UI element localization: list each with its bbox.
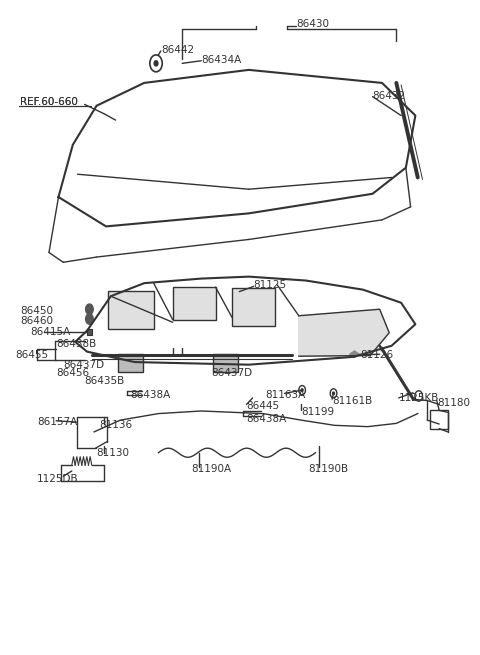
Text: 1125DB: 1125DB [37,474,79,484]
Polygon shape [350,351,359,358]
Text: 86460: 86460 [21,316,53,326]
Text: 1125KB: 1125KB [399,393,439,403]
Circle shape [301,389,303,392]
Text: 86442: 86442 [161,45,194,55]
Polygon shape [299,309,389,356]
FancyBboxPatch shape [87,329,92,335]
Text: 81161B: 81161B [332,396,372,406]
Text: 86438A: 86438A [246,414,287,424]
Text: 81136: 81136 [99,421,132,430]
Text: 81199: 81199 [301,407,334,417]
Text: 86437D: 86437D [211,368,252,378]
Text: 81190B: 81190B [308,464,348,474]
Text: 86438A: 86438A [130,390,170,400]
Text: 81126: 81126 [360,350,394,360]
Text: 86432: 86432 [372,91,406,101]
Text: 86450: 86450 [21,306,53,316]
Text: 86157A: 86157A [37,417,77,427]
Text: REF.60-660: REF.60-660 [21,98,78,107]
Circle shape [85,304,93,314]
Text: 81125: 81125 [253,280,287,290]
Text: 86435B: 86435B [84,376,125,386]
Text: 86456: 86456 [56,368,89,378]
Text: 86438B: 86438B [56,339,96,349]
Text: 81163A: 81163A [265,390,306,400]
FancyBboxPatch shape [213,354,238,372]
Text: 81130: 81130 [96,449,130,458]
Text: 86415A: 86415A [30,327,70,337]
FancyBboxPatch shape [108,291,154,329]
Text: 86434A: 86434A [201,55,241,65]
Text: 86455: 86455 [16,350,49,360]
Circle shape [333,392,335,395]
Text: 81190A: 81190A [192,464,232,474]
Circle shape [154,61,158,66]
Text: REF.60-660: REF.60-660 [21,98,78,107]
Circle shape [85,314,93,324]
Text: 81180: 81180 [437,398,470,407]
Text: 86445: 86445 [246,401,279,411]
Text: 86430: 86430 [297,19,329,29]
FancyBboxPatch shape [118,354,143,372]
Text: 86437D: 86437D [63,360,104,369]
FancyBboxPatch shape [232,288,275,326]
FancyBboxPatch shape [173,287,216,320]
